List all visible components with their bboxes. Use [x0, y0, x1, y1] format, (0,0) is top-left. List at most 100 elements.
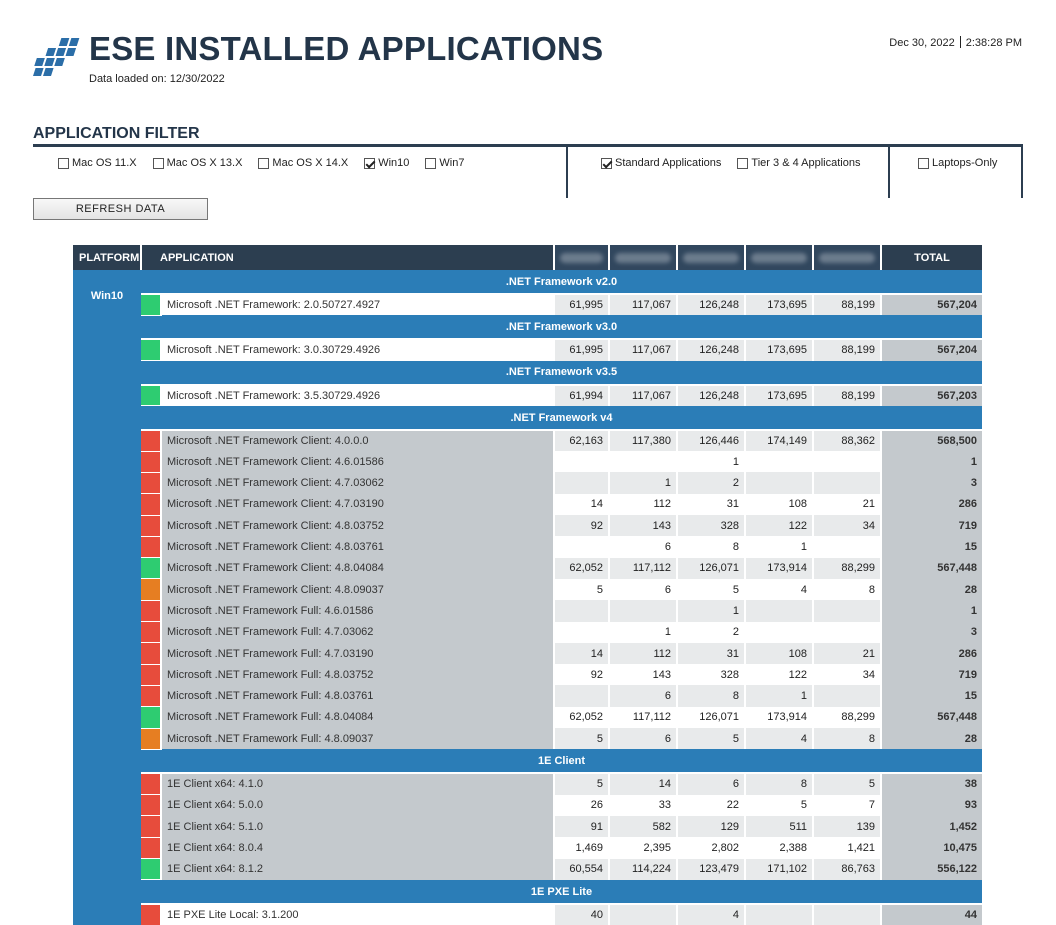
- status-red-indicator: [141, 536, 162, 559]
- total-cell: 10,475: [881, 837, 982, 859]
- total-cell: 28: [881, 728, 982, 750]
- count-cell: 117,067: [609, 294, 678, 316]
- filter-heading: APPLICATION FILTER: [33, 125, 200, 142]
- status-red-indicator: [141, 903, 162, 925]
- total-cell: 568,500: [881, 429, 982, 452]
- app-type-filter-group: Standard Applications Tier 3 & 4 Applicat…: [566, 147, 888, 198]
- count-cell: [554, 451, 610, 473]
- table-row: Microsoft .NET Framework: 2.0.50727.4927…: [73, 294, 982, 316]
- application-name: Microsoft .NET Framework: 3.0.30729.4926: [161, 339, 555, 361]
- column-header-redacted: [813, 245, 882, 270]
- count-cell: [745, 621, 814, 643]
- count-cell: [813, 600, 882, 622]
- count-cell: [609, 903, 678, 925]
- application-name: Microsoft .NET Framework Client: 4.7.030…: [161, 472, 555, 494]
- total-cell: 3: [881, 472, 982, 494]
- column-header-redacted: [554, 245, 610, 270]
- count-cell: 126,446: [677, 429, 746, 452]
- checkbox-label: Mac OS X 13.X: [166, 157, 243, 169]
- count-cell: 8: [677, 536, 746, 558]
- table-row: Microsoft .NET Framework Client: 4.7.031…: [73, 493, 982, 516]
- checkbox-standard-applications[interactable]: Standard Applications: [601, 157, 721, 169]
- checkbox-box[interactable]: [737, 157, 749, 169]
- count-cell: 88,199: [813, 294, 882, 316]
- checkbox-mac-os-x-14-x[interactable]: Mac OS X 14.X: [258, 157, 348, 169]
- checkbox-win7[interactable]: Win7: [425, 157, 464, 169]
- status-red-indicator: [141, 621, 162, 644]
- count-cell: 8: [745, 773, 814, 795]
- status-red-indicator: [141, 685, 162, 708]
- table-row: Microsoft .NET Framework Full: 4.7.03062…: [73, 621, 982, 644]
- application-name: Microsoft .NET Framework: 3.5.30729.4926: [161, 384, 555, 406]
- count-cell: 5: [554, 728, 610, 750]
- total-cell: 567,203: [881, 384, 982, 406]
- count-cell: 6: [677, 773, 746, 795]
- group-name: .NET Framework v3.0: [141, 315, 982, 341]
- checkbox-label: Mac OS X 14.X: [272, 157, 349, 169]
- column-header-redacted: [745, 245, 814, 270]
- count-cell: 108: [745, 493, 814, 516]
- checkbox-tier-3-4-applications[interactable]: Tier 3 & 4 Applications: [737, 157, 860, 169]
- count-cell: 31: [677, 642, 746, 665]
- column-header-total[interactable]: TOTAL: [881, 245, 982, 270]
- status-red-indicator: [141, 451, 162, 473]
- count-cell: 1: [745, 685, 814, 707]
- count-cell: 61,995: [554, 339, 610, 361]
- count-cell: 108: [745, 642, 814, 665]
- refresh-data-button[interactable]: REFRESH DATA: [33, 198, 208, 220]
- count-cell: 61,994: [554, 384, 610, 406]
- count-cell: 6: [609, 578, 678, 601]
- table-row: Microsoft .NET Framework Full: 4.8.03761…: [73, 685, 982, 708]
- count-cell: 62,163: [554, 429, 610, 452]
- total-cell: 286: [881, 493, 982, 516]
- checkbox-box[interactable]: [58, 157, 69, 169]
- checkbox-mac-os-11-x[interactable]: Mac OS 11.X: [58, 157, 137, 169]
- count-cell: 8: [813, 728, 882, 750]
- count-cell: 7: [813, 794, 882, 816]
- table-row: 1E Client x64: 5.1.0 91 582 129 511 139 1,452: [73, 815, 982, 838]
- count-cell: 34: [813, 515, 882, 537]
- count-cell: 33: [609, 794, 678, 816]
- count-cell: 2,395: [609, 837, 678, 859]
- count-cell: [813, 472, 882, 494]
- status-red-indicator: [141, 600, 162, 623]
- checkbox-box[interactable]: [364, 157, 376, 169]
- count-cell: 1: [677, 451, 746, 473]
- count-cell: 1,421: [813, 837, 882, 859]
- column-header-platform[interactable]: PLATFORM: [73, 245, 142, 270]
- count-cell: 26: [554, 794, 610, 816]
- status-green-indicator: [141, 706, 162, 729]
- count-cell: 1: [677, 600, 746, 622]
- count-cell: 173,695: [745, 294, 814, 316]
- checkbox-box[interactable]: [425, 157, 437, 169]
- checkbox-mac-os-x-13-x[interactable]: Mac OS X 13.X: [152, 157, 243, 169]
- checkbox-box[interactable]: [918, 157, 929, 169]
- total-cell: 567,204: [881, 339, 982, 361]
- count-cell: 62,052: [554, 706, 610, 729]
- checkbox-box[interactable]: [258, 157, 270, 169]
- checkbox-laptops-only[interactable]: Laptops-Only: [918, 157, 997, 169]
- checkbox-box[interactable]: [152, 157, 164, 169]
- count-cell: 126,248: [677, 294, 746, 316]
- checkbox-win10[interactable]: Win10: [364, 157, 409, 169]
- total-cell: 38: [881, 773, 982, 795]
- count-cell: 117,380: [609, 429, 678, 452]
- column-header-application[interactable]: APPLICATION: [141, 245, 555, 270]
- count-cell: 122: [745, 664, 814, 686]
- count-cell: 5: [554, 773, 610, 795]
- count-cell: 126,071: [677, 706, 746, 729]
- total-cell: 3: [881, 621, 982, 643]
- count-cell: 5: [745, 794, 814, 816]
- count-cell: 582: [609, 815, 678, 838]
- count-cell: [554, 472, 610, 494]
- checkbox-box[interactable]: [601, 157, 612, 169]
- count-cell: 126,248: [677, 339, 746, 361]
- count-cell: 117,112: [609, 557, 678, 579]
- count-cell: 4: [745, 578, 814, 601]
- status-red-indicator: [141, 664, 162, 686]
- total-cell: 719: [881, 664, 982, 686]
- count-cell: [813, 621, 882, 643]
- count-cell: 2: [677, 472, 746, 494]
- table-header-row: PLATFORM APPLICATION TOTAL: [73, 245, 982, 270]
- total-cell: 286: [881, 642, 982, 665]
